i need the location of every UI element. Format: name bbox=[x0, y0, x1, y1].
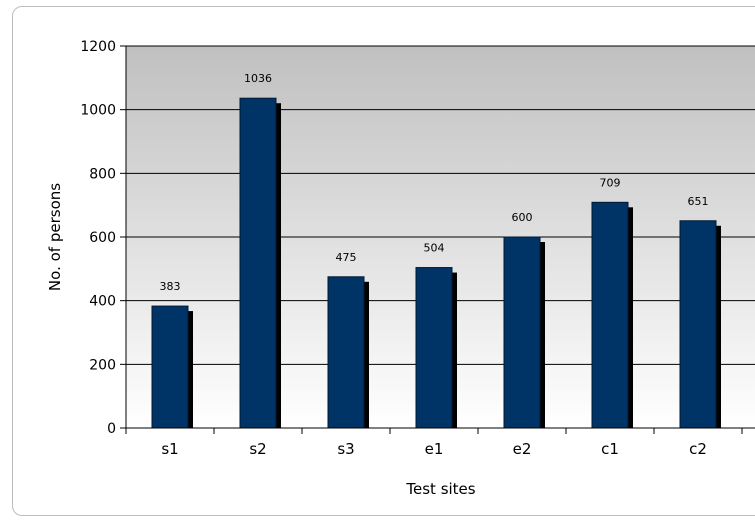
y-tick-label: 800 bbox=[89, 166, 116, 182]
bar-e2 bbox=[503, 236, 541, 429]
x-axis-title: Test sites bbox=[405, 480, 475, 498]
y-tick-label: 400 bbox=[89, 294, 116, 310]
x-tick-label: e1 bbox=[425, 440, 444, 458]
y-tick-label: 200 bbox=[89, 357, 116, 373]
data-label: 504 bbox=[424, 242, 445, 255]
data-label: 709 bbox=[600, 176, 621, 189]
x-tick-label: s1 bbox=[161, 440, 178, 458]
y-tick-label: 1200 bbox=[80, 39, 116, 55]
bar-c2 bbox=[679, 220, 717, 429]
bar-c1 bbox=[591, 201, 629, 429]
axes bbox=[120, 45, 755, 434]
x-tick-label: s3 bbox=[337, 440, 354, 458]
bars bbox=[151, 97, 721, 429]
bar-s2 bbox=[239, 97, 277, 429]
y-tick-label: 0 bbox=[107, 421, 116, 437]
tick-labels: 0 200 400 600 800 1000 1200 383 s1 1036 s2 475 s3 504… bbox=[80, 39, 708, 458]
data-label: 475 bbox=[336, 251, 357, 264]
data-label: 651 bbox=[688, 195, 709, 208]
y-tick-label: 1000 bbox=[80, 103, 116, 119]
bar-e1 bbox=[415, 267, 453, 429]
data-label: 600 bbox=[512, 211, 533, 224]
x-tick-label: e2 bbox=[513, 440, 532, 458]
bar-s1 bbox=[151, 305, 189, 429]
bar-s3 bbox=[327, 276, 365, 429]
x-tick-label: c2 bbox=[689, 440, 707, 458]
data-label: 383 bbox=[160, 280, 181, 293]
x-tick-label: s2 bbox=[249, 440, 266, 458]
y-tick-label: 600 bbox=[89, 230, 116, 246]
x-tick-label: c1 bbox=[601, 440, 619, 458]
data-label: 1036 bbox=[244, 72, 272, 85]
y-axis-title: No. of persons bbox=[46, 183, 64, 291]
